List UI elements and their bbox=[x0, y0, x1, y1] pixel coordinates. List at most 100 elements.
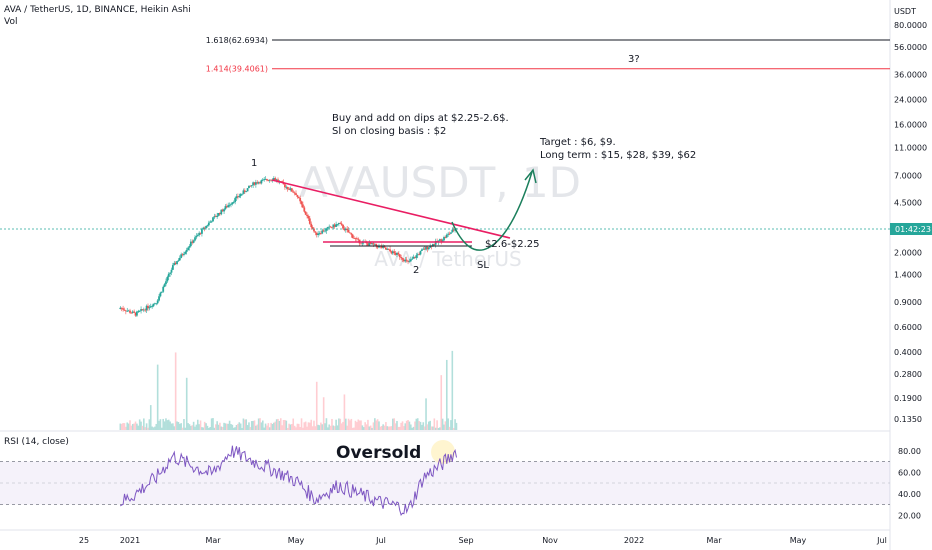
volume-bar bbox=[372, 422, 375, 430]
volume-bar bbox=[309, 422, 311, 430]
volume-bar bbox=[237, 423, 239, 430]
volume-bar bbox=[333, 426, 336, 430]
volume-bar bbox=[303, 422, 306, 430]
candle-body bbox=[353, 237, 355, 239]
volume-bar bbox=[250, 421, 253, 430]
volume-bar bbox=[425, 398, 427, 430]
volume-bar bbox=[217, 424, 220, 430]
volume-bar bbox=[180, 423, 182, 430]
candle-body bbox=[423, 248, 426, 250]
candle-body bbox=[137, 311, 140, 313]
candle-body bbox=[187, 247, 189, 250]
volume-bar bbox=[320, 422, 322, 430]
candle-body bbox=[165, 281, 167, 285]
candle-body bbox=[448, 233, 451, 235]
candle-body bbox=[184, 251, 187, 254]
time-tick-label: 2022 bbox=[624, 536, 644, 545]
volume-bar bbox=[163, 421, 166, 430]
candle-body bbox=[340, 223, 343, 225]
volume-bar bbox=[208, 427, 210, 430]
candle-body bbox=[145, 305, 148, 311]
volume-bar bbox=[147, 427, 149, 430]
volume-bar bbox=[423, 426, 426, 430]
candle-body bbox=[367, 243, 369, 246]
volume-bar bbox=[221, 426, 224, 430]
time-axis[interactable]: 25 2021 Mar May Jul Sep Nov 2022 Mar May Jul bbox=[79, 536, 887, 545]
candle-body bbox=[252, 182, 255, 186]
projection-arrow[interactable] bbox=[451, 171, 533, 251]
volume-bar bbox=[398, 426, 401, 430]
volume-bar bbox=[263, 427, 265, 430]
descending-trendline[interactable] bbox=[271, 179, 511, 239]
candle-body bbox=[212, 217, 214, 222]
volume-bar bbox=[329, 425, 332, 430]
volume-bar bbox=[393, 418, 396, 430]
candle-body bbox=[194, 237, 196, 241]
volume-bar bbox=[436, 420, 438, 430]
watermark-title: AVAUSDT, 1D bbox=[299, 158, 581, 207]
volume-bar bbox=[386, 426, 389, 430]
candle-body bbox=[181, 254, 184, 256]
volume-bar bbox=[131, 423, 134, 430]
volume-bar bbox=[448, 426, 451, 430]
price-tick-label: 11.0000 bbox=[894, 143, 927, 152]
candle-body bbox=[264, 179, 267, 180]
candle-body bbox=[306, 214, 308, 217]
volume-bar bbox=[317, 424, 319, 430]
candle-body bbox=[296, 195, 299, 197]
candle-body bbox=[315, 232, 318, 235]
volume-bar bbox=[404, 423, 407, 430]
volume-bar bbox=[199, 420, 202, 430]
candle-body bbox=[408, 261, 411, 263]
candle-body bbox=[214, 216, 217, 217]
candle-body bbox=[412, 256, 415, 259]
volume-bar bbox=[418, 421, 420, 430]
candle-body bbox=[134, 312, 137, 316]
price-tick-label: 80.0000 bbox=[894, 21, 927, 30]
volume-bar bbox=[289, 424, 292, 430]
volume-bar bbox=[123, 423, 126, 430]
candle-body bbox=[277, 179, 279, 182]
candle-body bbox=[129, 310, 131, 313]
volume-bar bbox=[346, 425, 348, 430]
candle-body bbox=[336, 223, 339, 225]
volume-bar bbox=[148, 419, 151, 430]
volume-bar bbox=[187, 423, 189, 430]
volume-bar bbox=[198, 424, 200, 430]
candle-body bbox=[310, 223, 313, 228]
volume-bar bbox=[249, 427, 252, 430]
candle-body bbox=[387, 249, 390, 251]
candle-body bbox=[195, 236, 198, 238]
volume-bar bbox=[440, 375, 443, 430]
volume-bar bbox=[374, 418, 376, 430]
volume-bar bbox=[183, 418, 185, 430]
volume-bar bbox=[152, 427, 155, 430]
volume-bar bbox=[437, 427, 440, 430]
volume-bar bbox=[257, 418, 260, 430]
time-tick-label: Nov bbox=[542, 536, 558, 545]
volume-bar bbox=[345, 418, 347, 430]
volume-bar bbox=[194, 426, 196, 430]
rsi-tick-label: 20.00 bbox=[898, 511, 921, 520]
volume-bar bbox=[188, 424, 191, 430]
price-tick-label: 0.6000 bbox=[894, 323, 922, 332]
candle-body bbox=[166, 276, 169, 282]
candle-body bbox=[167, 273, 170, 277]
candle-body bbox=[440, 239, 443, 242]
volume-bar bbox=[192, 421, 195, 430]
candle-body bbox=[286, 186, 289, 190]
candle-body bbox=[238, 196, 241, 198]
fib-level-label: 1.618(62.6934) bbox=[206, 36, 268, 45]
volume-bar bbox=[288, 423, 290, 430]
wave-2-label: 2 bbox=[413, 265, 419, 276]
price-axis[interactable]: USDT 80.0000 56.0000 36.0000 24.0000 16.0000 1… bbox=[894, 7, 927, 424]
candle-body bbox=[303, 207, 306, 212]
candle-body bbox=[154, 303, 156, 305]
volume-bars bbox=[119, 350, 458, 430]
volume-bar bbox=[310, 419, 313, 430]
fib-levels[interactable]: 1.618(62.6934) 1.414(39.4061) bbox=[206, 36, 890, 74]
candle-body bbox=[228, 204, 231, 206]
candle-body bbox=[426, 246, 429, 250]
candle-body bbox=[147, 305, 149, 309]
